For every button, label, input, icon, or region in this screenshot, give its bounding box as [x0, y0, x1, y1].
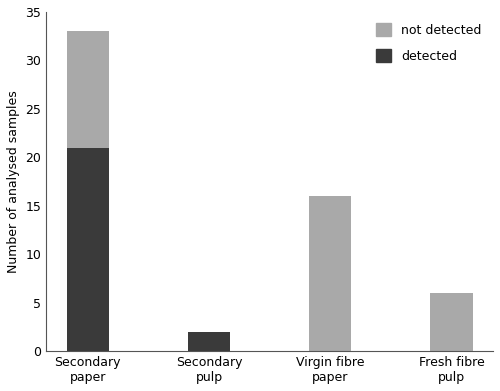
Bar [66, 148, 109, 351]
Bar [309, 196, 352, 351]
Bar [188, 332, 230, 351]
Bar [66, 31, 109, 148]
Y-axis label: Number of analysed samples: Number of analysed samples [7, 90, 20, 273]
Bar [430, 293, 472, 351]
Legend: not detected, detected: not detected, detected [372, 18, 487, 68]
